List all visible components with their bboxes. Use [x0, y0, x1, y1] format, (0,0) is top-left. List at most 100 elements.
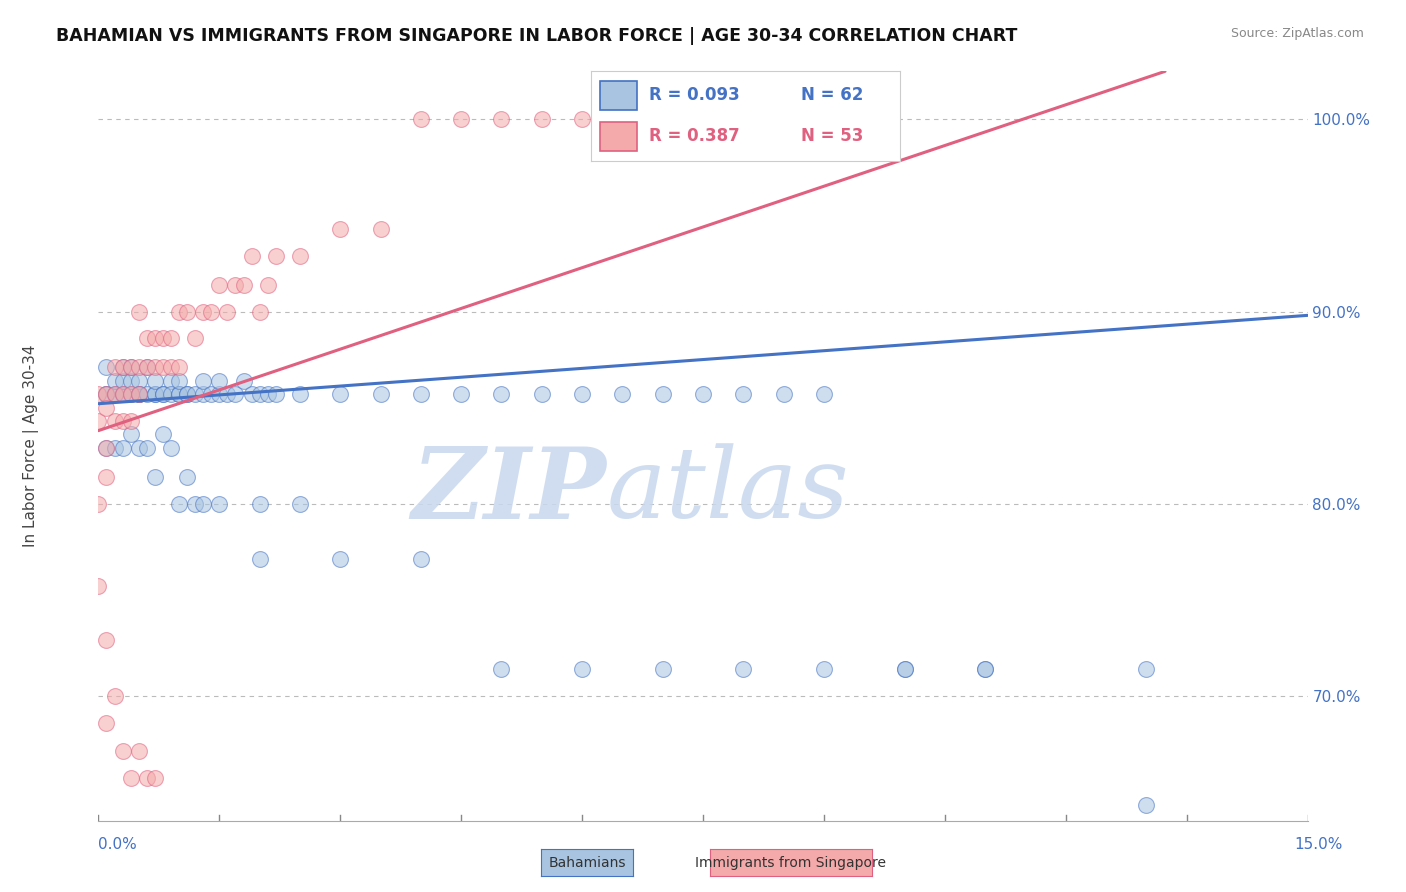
Point [571, 387, 593, 401]
Text: R = 0.387: R = 0.387 [650, 128, 740, 145]
Point [249, 387, 271, 401]
Point [813, 662, 835, 676]
Point [167, 387, 190, 401]
Point [692, 387, 714, 401]
Point [128, 441, 150, 455]
Point [143, 331, 166, 345]
Point [87, 579, 110, 593]
Point [128, 744, 150, 758]
Point [450, 387, 472, 401]
Point [256, 277, 278, 292]
Point [103, 387, 125, 401]
Point [167, 387, 190, 401]
Point [409, 387, 432, 401]
Point [193, 374, 215, 388]
Point [733, 112, 755, 127]
Point [651, 112, 673, 127]
Point [120, 772, 142, 786]
Text: 0.0%: 0.0% [98, 838, 138, 852]
Point [128, 387, 150, 401]
Point [96, 401, 118, 415]
Point [96, 715, 118, 730]
Point [893, 662, 915, 676]
Point [135, 360, 157, 375]
Point [184, 497, 207, 511]
Point [152, 387, 174, 401]
Point [329, 222, 352, 236]
Point [176, 304, 198, 318]
Point [249, 552, 271, 566]
Point [160, 387, 183, 401]
Point [200, 304, 222, 318]
Point [160, 374, 183, 388]
Point [111, 387, 134, 401]
Point [571, 112, 593, 127]
Point [208, 387, 231, 401]
Point [232, 277, 254, 292]
Point [176, 387, 198, 401]
Point [103, 387, 125, 401]
Point [135, 387, 157, 401]
Point [96, 469, 118, 483]
Point [160, 331, 183, 345]
Point [135, 441, 157, 455]
Point [249, 497, 271, 511]
Point [329, 387, 352, 401]
Point [167, 360, 190, 375]
Point [160, 360, 183, 375]
Point [111, 387, 134, 401]
Point [103, 414, 125, 428]
Point [651, 662, 673, 676]
Point [232, 374, 254, 388]
Point [135, 772, 157, 786]
Point [96, 441, 118, 455]
Point [111, 374, 134, 388]
Point [111, 360, 134, 375]
Point [208, 497, 231, 511]
Point [135, 360, 157, 375]
Point [103, 374, 125, 388]
Point [1135, 662, 1157, 676]
Text: Source: ZipAtlas.com: Source: ZipAtlas.com [1230, 27, 1364, 40]
Point [96, 387, 118, 401]
Point [120, 414, 142, 428]
Point [120, 387, 142, 401]
Point [120, 360, 142, 375]
Point [120, 387, 142, 401]
Point [491, 662, 513, 676]
Point [120, 360, 142, 375]
Point [329, 552, 352, 566]
Point [370, 222, 392, 236]
Point [87, 497, 110, 511]
Point [128, 387, 150, 401]
Point [176, 469, 198, 483]
Point [152, 387, 174, 401]
Point [128, 387, 150, 401]
Point [120, 374, 142, 388]
Point [240, 387, 263, 401]
Point [224, 387, 246, 401]
Point [288, 497, 311, 511]
Point [167, 497, 190, 511]
Point [103, 441, 125, 455]
Text: N = 62: N = 62 [801, 87, 863, 104]
Point [530, 387, 553, 401]
Text: ZIP: ZIP [412, 442, 606, 539]
Point [152, 427, 174, 442]
Point [772, 387, 794, 401]
Point [224, 277, 246, 292]
Point [217, 304, 239, 318]
Point [184, 331, 207, 345]
Point [96, 360, 118, 375]
Point [571, 662, 593, 676]
Point [128, 387, 150, 401]
Point [167, 374, 190, 388]
Point [111, 414, 134, 428]
Point [193, 304, 215, 318]
Point [288, 249, 311, 263]
Point [103, 360, 125, 375]
Point [152, 331, 174, 345]
Point [240, 249, 263, 263]
Point [96, 441, 118, 455]
Text: Immigrants from Singapore: Immigrants from Singapore [696, 855, 886, 870]
